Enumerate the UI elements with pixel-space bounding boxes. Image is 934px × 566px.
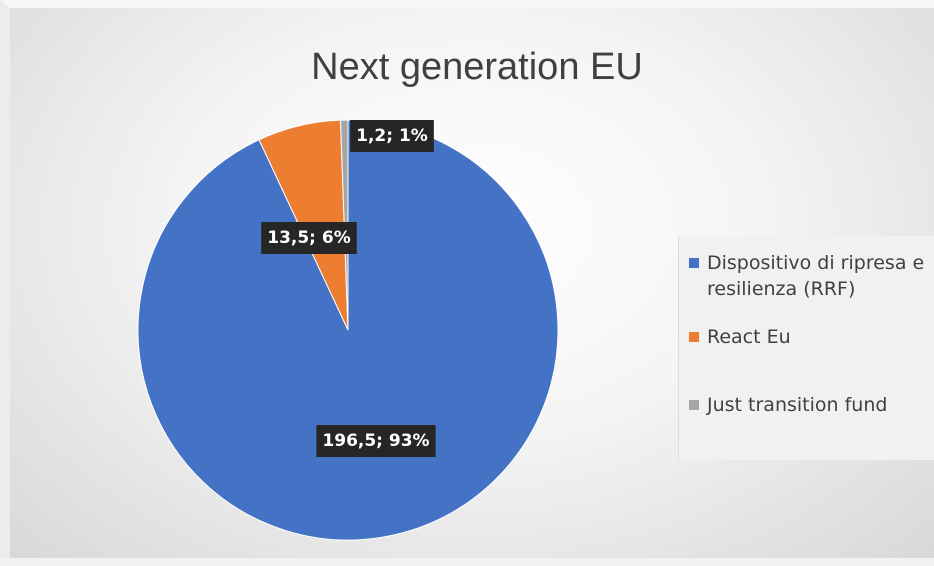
data-label-react-eu: 13,5; 6% (261, 222, 357, 254)
data-label-just-transition-fund: 1,2; 1% (350, 120, 434, 152)
legend-item-rrf: Dispositivo di ripresa e resilienza (RRF… (689, 250, 934, 302)
pie-chart: 196,5; 93% 13,5; 6% 1,2; 1% (137, 119, 559, 541)
data-label-text-just-transition-fund: 1,2; 1% (356, 126, 428, 146)
chart-title: Next generation EU (311, 46, 643, 88)
data-label-box-rrf (316, 425, 436, 457)
data-label-box-react-eu (261, 222, 357, 254)
legend-item-just-transition-fund: Just transition fund (689, 392, 934, 418)
legend-swatch-rrf (689, 258, 699, 268)
data-label-text-rrf: 196,5; 93% (322, 431, 429, 451)
legend-label-just-transition-fund: Just transition fund (707, 394, 888, 416)
data-label-rrf: 196,5; 93% (316, 425, 436, 457)
legend: Dispositivo di ripresa e resilienza (RRF… (678, 236, 934, 460)
data-label-box-just-transition-fund (350, 120, 434, 152)
legend-swatch-react-eu (689, 332, 699, 342)
data-label-text-react-eu: 13,5; 6% (267, 228, 351, 248)
legend-swatch-just-transition-fund (689, 400, 699, 410)
legend-item-react-eu: React Eu (689, 324, 934, 350)
legend-label-react-eu: React Eu (707, 326, 791, 348)
legend-label-rrf: Dispositivo di ripresa e resilienza (RRF… (707, 252, 925, 300)
